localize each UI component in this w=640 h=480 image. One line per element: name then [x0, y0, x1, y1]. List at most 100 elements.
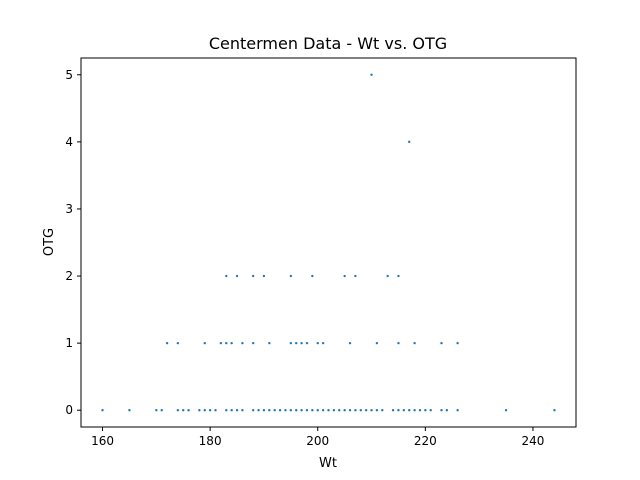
data-point [359, 409, 362, 412]
data-point [268, 409, 271, 412]
data-point [251, 274, 255, 278]
data-point [305, 341, 309, 345]
y-axis-label: OTG [42, 228, 57, 256]
data-point [440, 409, 443, 412]
data-point [370, 73, 373, 76]
data-point [295, 409, 298, 412]
data-point [268, 341, 271, 345]
data-point [160, 409, 163, 412]
data-point [397, 341, 400, 345]
data-point [235, 274, 239, 278]
data-point [397, 409, 400, 412]
y-tick-label: 3 [65, 202, 73, 216]
data-point [203, 409, 206, 412]
data-point [354, 409, 357, 412]
data-point [456, 409, 459, 412]
y-tick-label: 0 [65, 403, 73, 417]
data-point [391, 409, 395, 412]
data-point [295, 341, 298, 345]
data-point [208, 409, 212, 412]
x-tick-label: 220 [414, 434, 437, 448]
data-point [165, 341, 169, 345]
x-tick-label: 200 [306, 434, 329, 448]
data-point [311, 274, 314, 278]
data-point [327, 409, 330, 412]
data-point [343, 274, 346, 278]
data-point [332, 409, 336, 412]
data-point [289, 274, 293, 278]
data-point [225, 274, 228, 278]
data-point [176, 409, 180, 412]
data-point [311, 409, 314, 412]
data-point [397, 274, 400, 278]
y-tick-label: 5 [65, 68, 73, 82]
data-point [203, 341, 206, 345]
data-point [225, 409, 228, 412]
data-point [348, 409, 352, 412]
data-point [418, 409, 422, 412]
data-point [440, 341, 443, 345]
data-point [343, 409, 346, 412]
data-point [424, 409, 427, 412]
data-point [257, 409, 260, 412]
data-point [225, 341, 228, 345]
data-point [370, 409, 373, 412]
data-point [429, 409, 432, 412]
y-tick-label: 4 [65, 135, 73, 149]
y-tick-label: 1 [65, 336, 73, 350]
data-point [338, 409, 341, 412]
data-point [553, 409, 556, 412]
x-axis-ticks: 160 180 200 220 240 [91, 427, 544, 448]
data-point [375, 409, 379, 412]
data-point [230, 409, 233, 412]
data-point [251, 341, 255, 345]
data-point [230, 341, 233, 345]
data-point [504, 409, 508, 412]
data-point [316, 341, 319, 345]
data-point [273, 409, 276, 412]
data-point [456, 341, 459, 345]
data-point [354, 274, 357, 278]
data-point [262, 409, 266, 412]
data-point [278, 409, 282, 412]
data-point [375, 341, 379, 345]
data-point [219, 341, 223, 345]
data-point [408, 140, 411, 144]
data-point [364, 409, 368, 412]
data-point [408, 409, 411, 412]
data-point [289, 341, 293, 345]
data-point [241, 341, 244, 345]
data-points [101, 73, 556, 412]
data-point [241, 409, 244, 412]
data-point [305, 409, 309, 412]
data-point [402, 409, 406, 412]
data-point [128, 409, 131, 412]
data-point [182, 409, 185, 412]
data-point [187, 409, 190, 412]
data-point [381, 409, 384, 412]
x-axis-label: Wt [319, 456, 337, 471]
plot-frame [80, 57, 577, 428]
data-point [198, 409, 201, 412]
data-point [262, 274, 266, 278]
data-point [316, 409, 319, 412]
chart-title: Centermen Data - Wt vs. OTG [209, 34, 447, 53]
data-point [155, 409, 158, 412]
data-point [348, 341, 352, 345]
data-point [321, 341, 325, 345]
data-point [300, 341, 303, 345]
data-point [289, 409, 293, 412]
data-point [445, 409, 449, 412]
y-axis-ticks: 0 1 2 3 4 5 [65, 68, 81, 417]
data-point [386, 274, 389, 278]
data-point [101, 409, 104, 412]
x-tick-label: 180 [199, 434, 222, 448]
data-point [413, 341, 416, 345]
data-point [284, 409, 287, 412]
data-point [300, 409, 303, 412]
x-tick-label: 240 [522, 434, 545, 448]
y-tick-label: 2 [65, 269, 73, 283]
data-point [214, 409, 217, 412]
data-point [413, 409, 416, 412]
